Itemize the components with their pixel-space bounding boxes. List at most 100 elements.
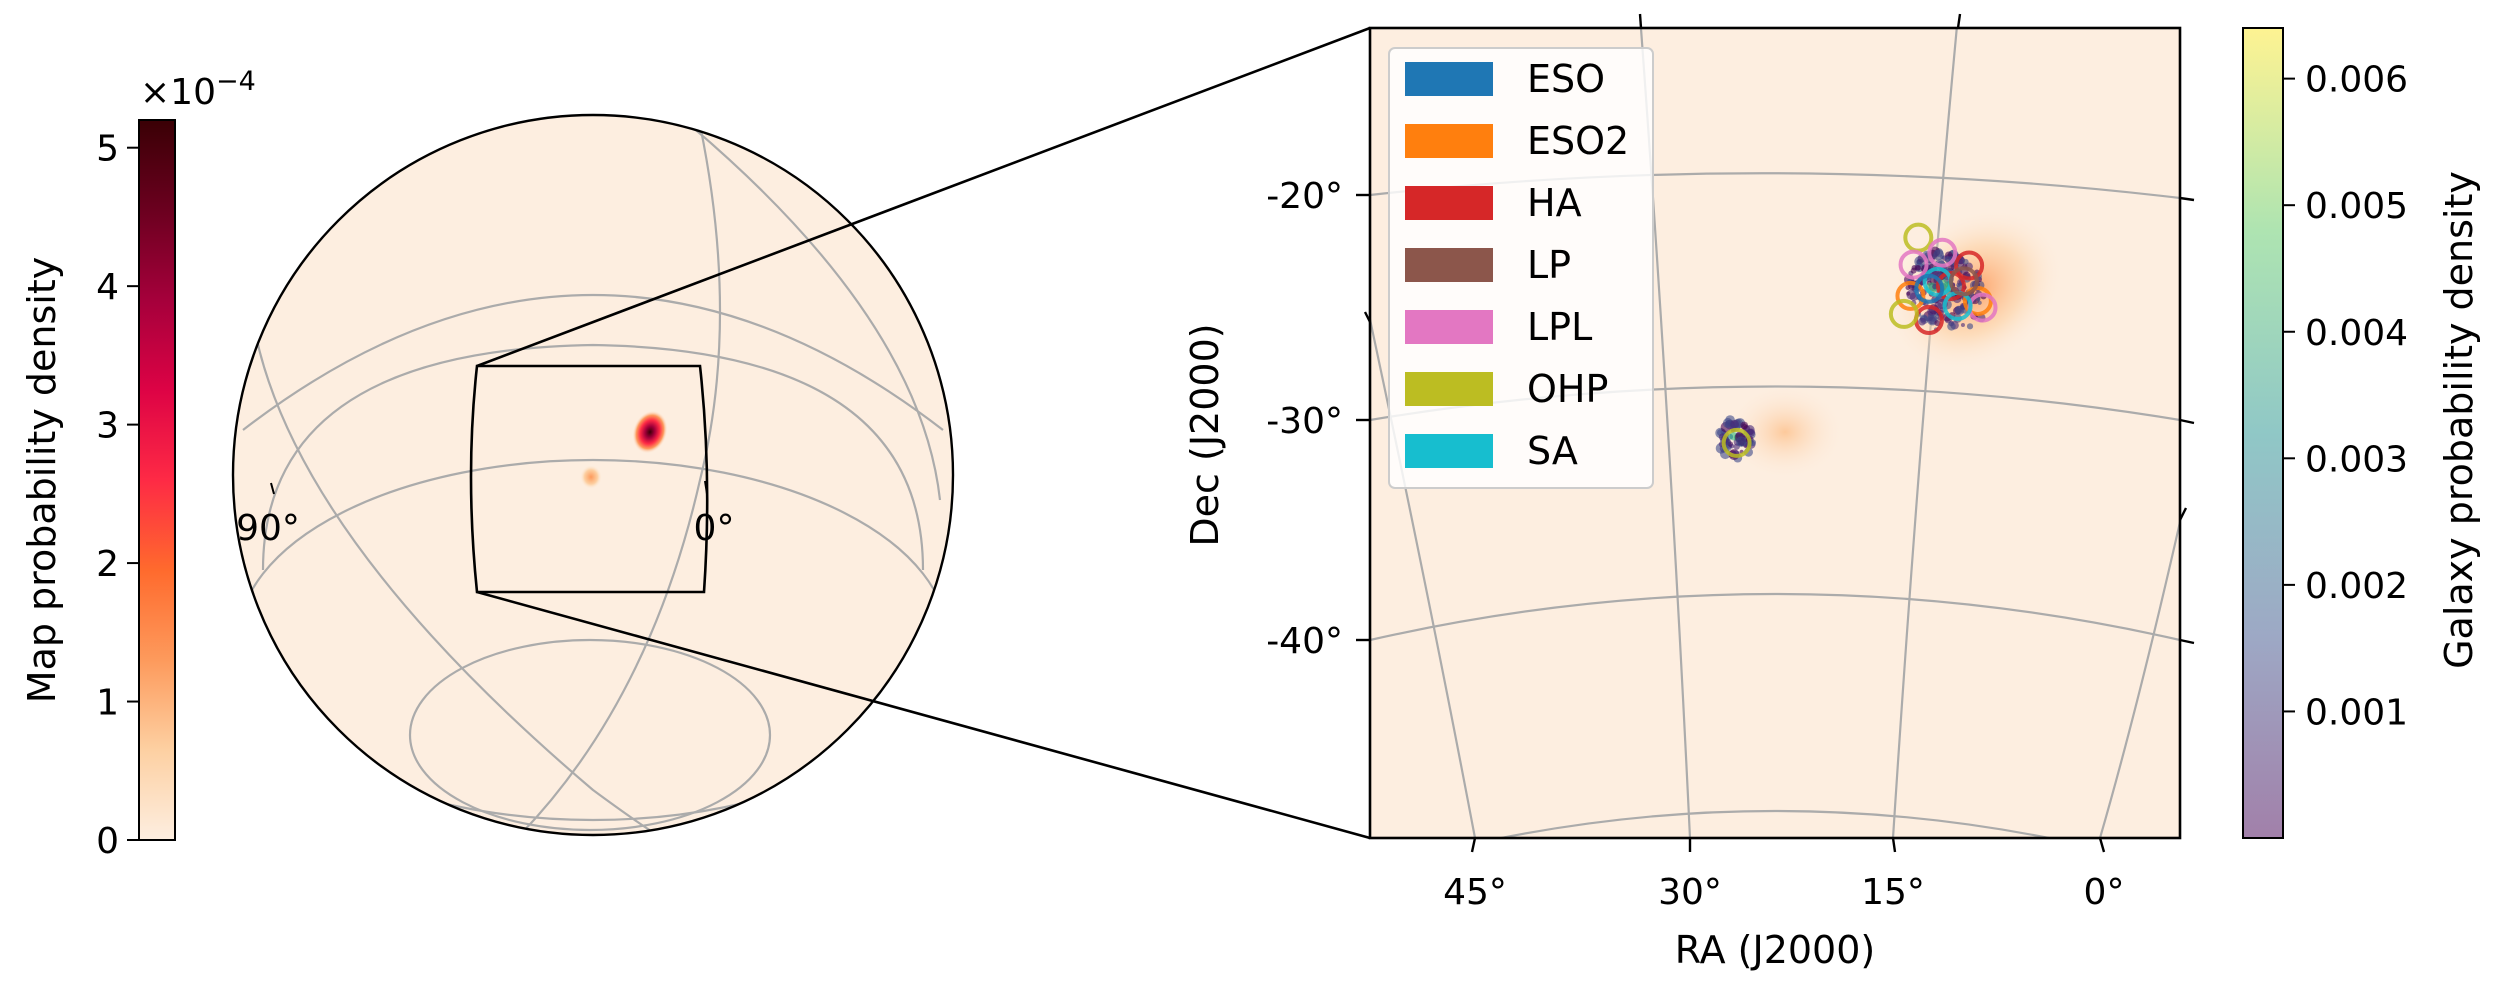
map-colorbar-tick-label: 4: [96, 267, 119, 308]
globe-ra-label: 90°: [236, 508, 300, 549]
map-colorbar: 0 1 2 3 4 5 ×10−4 Map probability density: [20, 66, 256, 862]
zoom-connector: [476, 26, 1371, 368]
legend-label-eso: ESO: [1527, 57, 1605, 101]
survey-tile-ohp: [1721, 427, 1752, 458]
legend-swatch-eso2: [1405, 124, 1493, 158]
legend-swatch-lpl: [1405, 310, 1493, 344]
galaxy-colorbar-tick-label: 0.006: [2305, 60, 2408, 101]
map-colorbar-ticks: 0 1 2 3 4 5: [96, 129, 139, 862]
globe: 90° 0°: [231, 113, 955, 837]
galaxy-point: [1960, 323, 1965, 328]
zoom-tick-labels: 45° 30° 15° 0° -20° -30° -40°: [1266, 176, 2124, 913]
globe-parallel: [408, 638, 772, 832]
zoom-parallel: [1495, 809, 2055, 838]
zoom-panel: 45° 30° 15° 0° -20° -30° -40° RA (J2000) Dec (…: [1183, 13, 2195, 972]
map-colorbar-tick-label: 1: [96, 683, 119, 724]
survey-tiles: [1721, 222, 1998, 458]
globe-outline: [231, 113, 955, 837]
galaxy-colorbar-bar: [2242, 27, 2284, 839]
galaxy-colorbar-tick-label: 0.001: [2305, 692, 2408, 733]
galaxy-point: [1955, 305, 1965, 316]
galaxy-colorbar: 0.001 0.002 0.003 0.004 0.005 0.006 Galaxy pr…: [2242, 27, 2481, 839]
map-colorbar-tick-label: 2: [96, 544, 119, 585]
map-colorbar-exponent: −4: [216, 66, 256, 97]
map-colorbar-tick-label: 5: [96, 129, 119, 170]
legend: ESO ESO2 HA LP LPL OHP SA: [1388, 47, 1654, 489]
map-hotspot-weak: [580, 465, 602, 489]
globe-tick: [270, 482, 275, 495]
legend-label-ohp: OHP: [1527, 367, 1608, 411]
legend-label-sa: SA: [1527, 429, 1578, 473]
galaxy-colorbar-tick-label: 0.004: [2305, 313, 2408, 354]
legend-swatch-sa: [1405, 434, 1493, 468]
galaxy-point: [1966, 323, 1974, 330]
zoom-connector: [476, 590, 1371, 840]
legend-swatch-lp: [1405, 248, 1493, 282]
globe-parallel: [261, 343, 925, 571]
zoom-axis-ticks: [1356, 13, 2195, 853]
galaxy-point: [1910, 267, 1917, 274]
galaxy-point: [1727, 433, 1734, 440]
zoom-meridian: [2098, 517, 2180, 838]
legend-label-lp: LP: [1527, 243, 1571, 287]
globe-ra-label: 0°: [694, 508, 735, 549]
galaxy-colorbar-tick-label: 0.002: [2305, 566, 2408, 607]
x-axis-label: RA (J2000): [1675, 928, 1876, 972]
legend-label-eso2: ESO2: [1527, 119, 1629, 163]
galaxy-point: [1906, 291, 1911, 296]
galaxy-colorbar-tick-label: 0.005: [2305, 186, 2408, 227]
galaxy-point: [1977, 300, 1982, 305]
galaxy-point: [1740, 421, 1748, 430]
zoom-frame: [1368, 26, 2182, 840]
survey-tile-ha: [1935, 271, 1966, 302]
x-tick-label: 30°: [1658, 872, 1722, 913]
map-colorbar-tick-label: 0: [96, 821, 119, 862]
galaxy-point: [1744, 425, 1755, 435]
zoom-meridian: [1370, 314, 1477, 838]
zoom-layer: [1370, 28, 2180, 838]
x-tick-label: 45°: [1443, 872, 1507, 913]
y-tick-label: -40°: [1266, 621, 1343, 662]
map-colorbar-multiplier: ×10−4: [140, 66, 256, 113]
galaxy-point: [1730, 419, 1740, 429]
globe-parallel: [242, 294, 944, 431]
survey-tile-eso: [1914, 273, 1945, 304]
legend-swatch-ohp: [1405, 372, 1493, 406]
galaxy-point: [1915, 264, 1921, 271]
survey-tile-ohp: [1888, 298, 1919, 329]
zoom-glow-weak: [1725, 384, 1845, 480]
y-tick-label: -20°: [1266, 176, 1343, 217]
zoom-meridian: [1891, 28, 1958, 838]
globe-meridian: [519, 124, 722, 835]
globe-meridian: [248, 299, 696, 835]
survey-tile-eso2: [1962, 285, 1993, 316]
galaxy-point: [1934, 320, 1941, 327]
legend-swatch-ha: [1405, 186, 1493, 220]
galaxy-colorbar-label: Galaxy probability density: [2437, 171, 2481, 669]
survey-tile-lpl: [1898, 249, 1929, 280]
galaxy-point: [1735, 436, 1747, 447]
galaxy-point: [1729, 443, 1735, 449]
survey-tile-lp: [1948, 266, 1979, 297]
legend-swatch-eso: [1405, 62, 1493, 96]
map-colorbar-label: Map probability density: [20, 257, 64, 703]
zoom-region-outline: [469, 364, 709, 594]
x-tick-label: 15°: [1861, 872, 1925, 913]
y-axis-label: Dec (J2000): [1183, 323, 1227, 546]
legend-label-ha: HA: [1527, 181, 1582, 225]
galaxy-colorbar-ticks: 0.001 0.002 0.003 0.004 0.005 0.006: [2283, 60, 2408, 733]
legend-label-lpl: LPL: [1527, 305, 1592, 349]
map-colorbar-bar: [138, 119, 176, 841]
map-hotspot-main: [632, 410, 668, 454]
x-tick-label: 0°: [2084, 872, 2125, 913]
map-colorbar-tick-label: 3: [96, 406, 119, 447]
galaxy-colorbar-tick-label: 0.003: [2305, 439, 2408, 480]
survey-tile-eso2: [1895, 280, 1926, 311]
galaxy-point: [1962, 258, 1969, 265]
survey-tile-lpl: [1927, 237, 1958, 268]
globe-tick: [704, 480, 708, 495]
y-tick-label: -30°: [1266, 401, 1343, 442]
galaxy-point: [1918, 317, 1926, 326]
survey-tile-ha: [1954, 250, 1985, 281]
